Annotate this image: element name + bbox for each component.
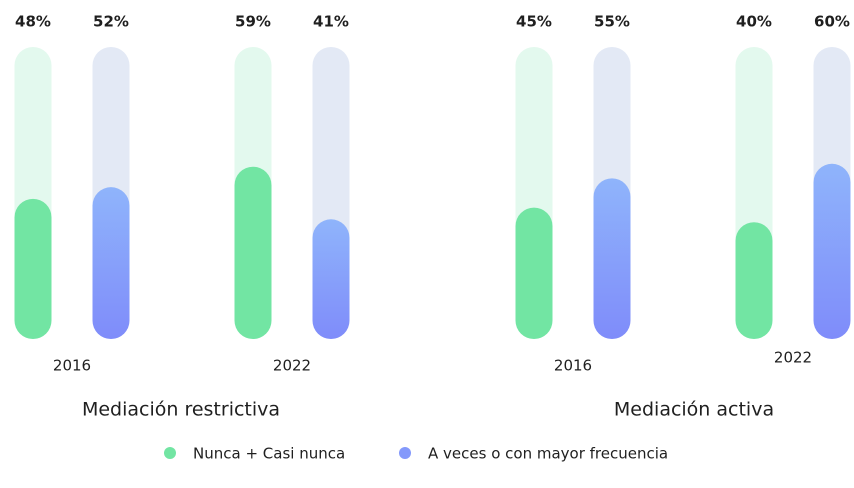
value-label: 41% bbox=[313, 13, 349, 31]
value-label: 60% bbox=[814, 13, 850, 31]
bar bbox=[234, 166, 272, 339]
x-tick-label: 2022 bbox=[774, 349, 812, 367]
legend-marker bbox=[399, 447, 411, 459]
bar bbox=[14, 198, 52, 339]
bar bbox=[92, 187, 130, 339]
group-label: Mediación activa bbox=[614, 399, 774, 421]
bar bbox=[813, 163, 851, 339]
bar bbox=[735, 222, 773, 339]
bar bbox=[515, 207, 553, 339]
bar bbox=[593, 178, 631, 339]
x-tick-label: 2022 bbox=[273, 357, 311, 375]
bar bbox=[312, 219, 350, 339]
legend-marker bbox=[164, 447, 176, 459]
legend-label: A veces o con mayor frecuencia bbox=[428, 445, 668, 463]
x-tick-label: 2016 bbox=[53, 357, 91, 375]
x-tick-label: 2016 bbox=[554, 357, 592, 375]
value-label: 59% bbox=[235, 13, 271, 31]
value-label: 40% bbox=[736, 13, 772, 31]
value-label: 52% bbox=[93, 13, 129, 31]
value-label: 55% bbox=[594, 13, 630, 31]
legend-label: Nunca + Casi nunca bbox=[193, 445, 345, 463]
value-label: 45% bbox=[516, 13, 552, 31]
value-label: 48% bbox=[15, 13, 51, 31]
group-label: Mediación restrictiva bbox=[82, 399, 280, 421]
